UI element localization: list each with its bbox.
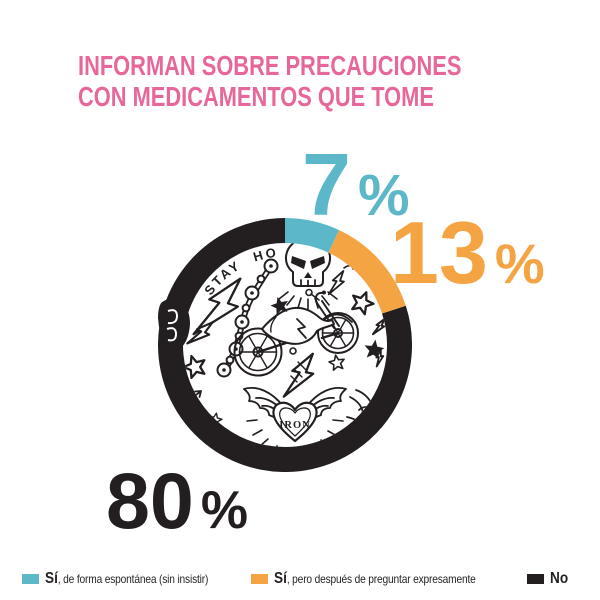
blob-doodle (158, 297, 190, 350)
legend-item-no: No (527, 570, 571, 588)
legend-label: Sí, pero después de preguntar expresamen… (274, 570, 476, 588)
legend-label: Sí, de forma espontánea (sin insistir) (45, 570, 208, 588)
legend-swatch-orange (251, 574, 268, 584)
donut-segment-si-espontanea (284, 218, 340, 253)
label-7-percent: 7% (302, 141, 410, 229)
legend-prefix: Sí (274, 570, 287, 587)
legend-swatch-teal (22, 574, 39, 584)
donut-segment-no (158, 218, 412, 472)
skull-icon (285, 243, 331, 287)
winged-heart-icon: IRON (243, 387, 347, 443)
value-13: 13 (390, 203, 488, 302)
percent-sign: % (357, 163, 410, 228)
legend-item-si-preguntar: Sí, pero después de preguntar expresamen… (251, 570, 511, 588)
legend-rest: , pero después de preguntar expresamente (286, 572, 476, 586)
legend-prefix: Sí (45, 570, 58, 587)
bolt-hatching (290, 361, 308, 383)
value-80: 80 (106, 456, 194, 545)
value-7: 7 (302, 135, 351, 234)
title-line1: INFORMAN SOBRE PRECAUCIONES (78, 50, 462, 81)
legend-rest: , de forma espontánea (sin insistir) (57, 572, 209, 586)
donut-segment-si-preguntar (328, 230, 406, 314)
feather-doodle (346, 389, 374, 438)
legend-item-si-espontanea: Sí, de forma espontánea (sin insistir) (22, 570, 237, 588)
percent-sign: % (200, 481, 249, 540)
percent-sign: % (494, 232, 545, 295)
label-80-percent: 80% (106, 461, 248, 540)
legend-label: No (550, 570, 568, 588)
page-title: INFORMAN SOBRE PRECAUCIONES CON MEDICAME… (78, 50, 461, 112)
title-line2: CON MEDICAMENTOS QUE TOME (78, 81, 434, 112)
legend-prefix: No (550, 570, 569, 587)
donut-chart: STAY HOME (158, 218, 412, 472)
label-13-percent: 13% (390, 209, 545, 297)
motorcycle-icon (233, 288, 359, 377)
donut-ring (158, 218, 412, 472)
legend-swatch-black (527, 574, 544, 584)
iron-heart-text: IRON (279, 420, 310, 431)
